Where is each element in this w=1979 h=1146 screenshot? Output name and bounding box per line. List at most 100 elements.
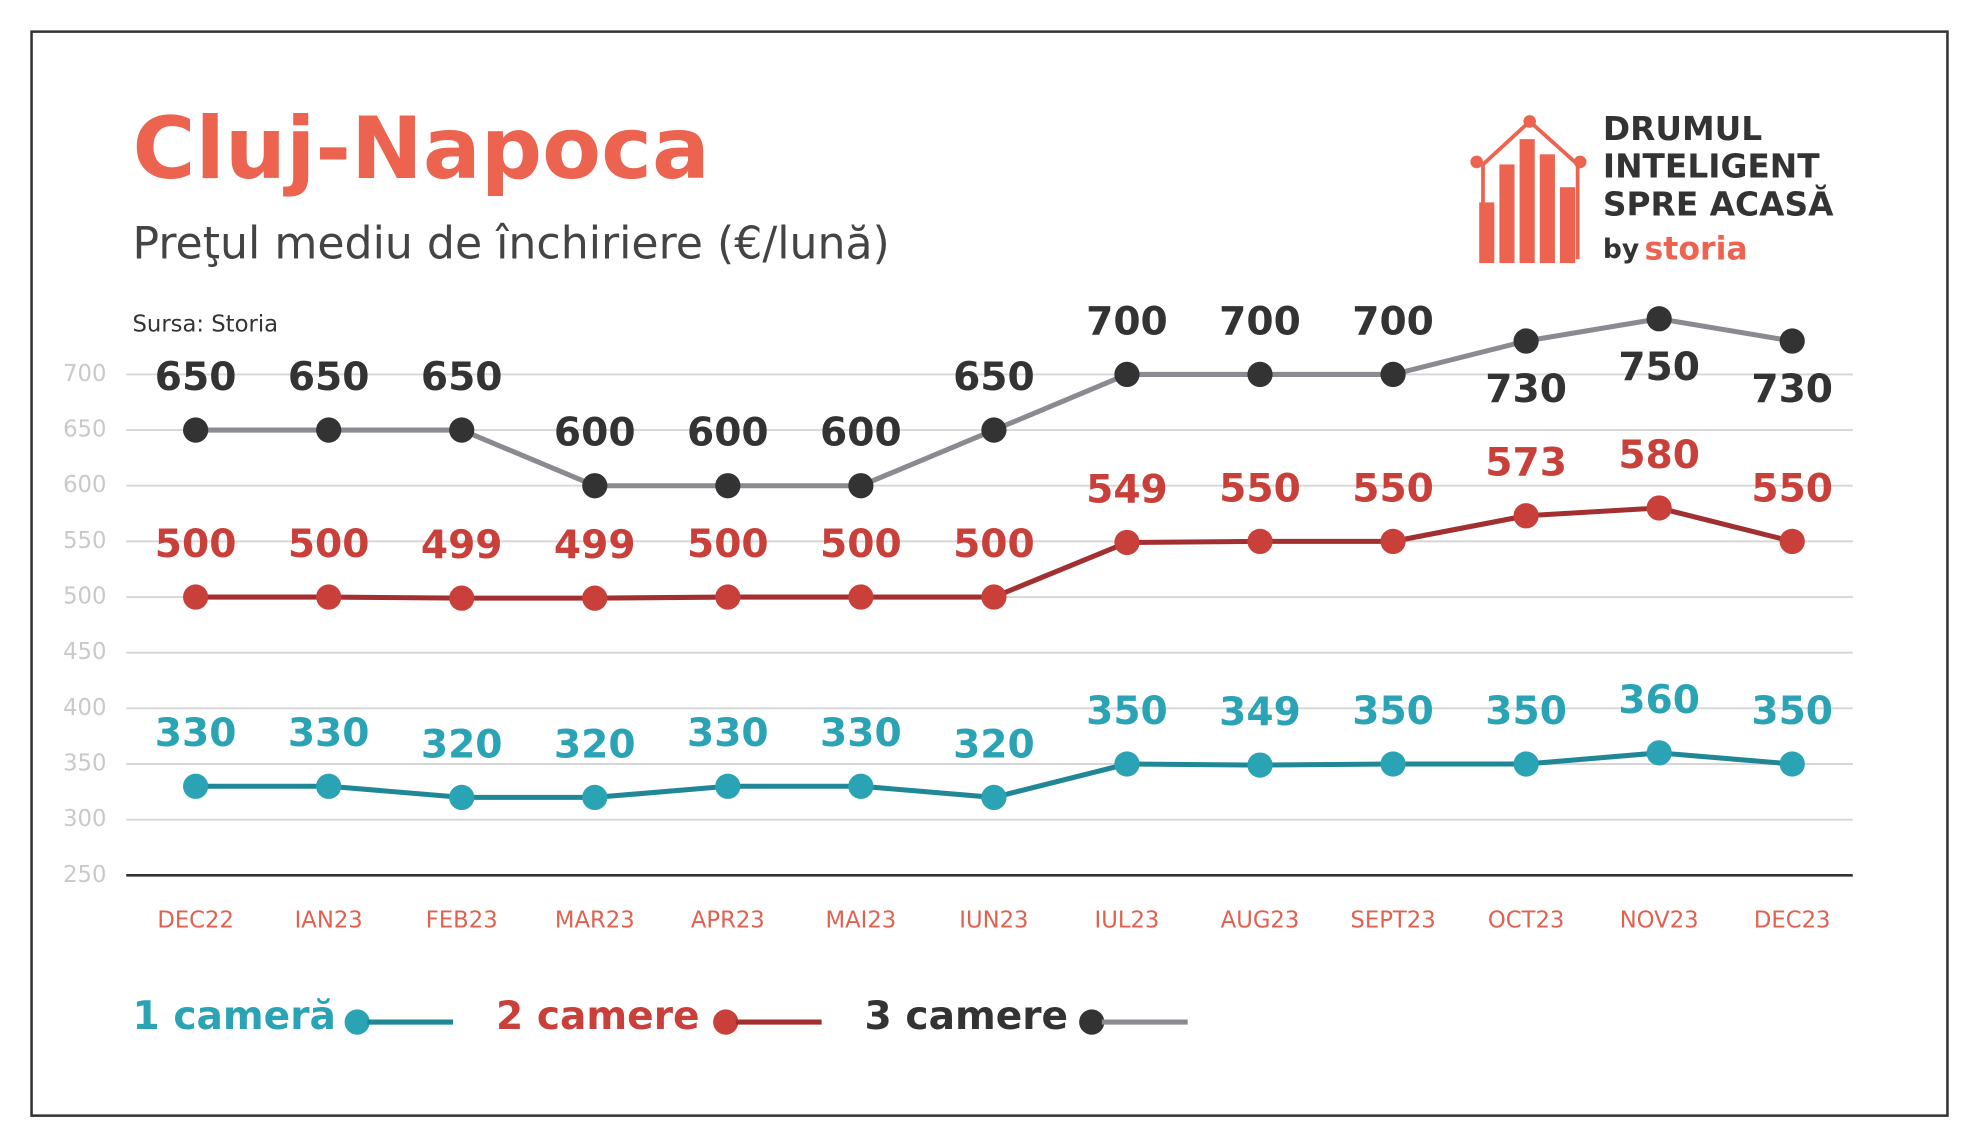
chart-title: Cluj-Napoca [133, 99, 710, 199]
data-label: 360 [1618, 678, 1700, 723]
legend-label: 1 cameră [133, 994, 336, 1039]
data-label: 500 [820, 522, 902, 567]
point [449, 585, 475, 611]
point [582, 473, 608, 499]
data-label: 650 [288, 355, 370, 400]
data-label: 600 [820, 411, 902, 456]
data-label: 499 [421, 523, 503, 568]
point [715, 473, 741, 499]
y-tick-label: 400 [63, 695, 106, 721]
y-tick-label: 350 [63, 750, 106, 776]
point [183, 417, 209, 443]
data-label: 650 [155, 355, 237, 400]
point [1380, 751, 1406, 777]
data-label: 700 [1352, 299, 1434, 344]
data-label: 700 [1219, 299, 1301, 344]
logo: DRUMUL INTELIGENT SPRE ACASĂ by storia [1470, 110, 1834, 267]
data-label: 350 [1086, 689, 1168, 734]
x-tick-label: DEC23 [1754, 907, 1831, 933]
y-tick-label: 600 [63, 472, 106, 498]
point [582, 784, 608, 811]
point [1513, 328, 1539, 354]
point [715, 773, 741, 799]
point [1646, 740, 1672, 766]
point [1380, 361, 1406, 388]
x-tick-label: NOV23 [1620, 907, 1699, 933]
point [449, 417, 475, 443]
data-label: 350 [1751, 689, 1833, 734]
data-label: 330 [288, 711, 370, 756]
y-tick-label: 550 [63, 528, 106, 554]
logo-text: SPRE ACASĂ [1603, 184, 1834, 224]
data-label: 349 [1219, 690, 1301, 735]
x-tick-label: IUL23 [1095, 907, 1160, 933]
data-label: 330 [155, 711, 237, 756]
legend-marker [344, 1009, 370, 1035]
data-label: 500 [953, 522, 1035, 567]
point [316, 584, 342, 610]
chart-subtitle: Preţul mediu de închiriere (€/lună) [133, 219, 890, 270]
x-tick-label: MAR23 [555, 907, 635, 933]
logo-bar [1559, 187, 1576, 264]
point [1247, 528, 1273, 555]
point [981, 784, 1007, 811]
legend-marker [1079, 1009, 1105, 1035]
logo-dot [1573, 155, 1587, 169]
data-label: 320 [953, 722, 1035, 767]
x-tick-label: MAI23 [826, 907, 897, 933]
legend-label: 3 camere [865, 994, 1069, 1039]
point [1779, 528, 1805, 555]
data-label: 700 [1086, 299, 1168, 344]
data-label: 550 [1219, 466, 1301, 511]
point [1247, 752, 1273, 778]
x-tick-label: DEC22 [157, 907, 234, 933]
data-label: 330 [687, 711, 769, 756]
data-label: 730 [1751, 367, 1833, 412]
logo-bar [1539, 154, 1555, 264]
point [1779, 328, 1805, 354]
data-label: 500 [155, 522, 237, 567]
point [316, 773, 342, 799]
point [183, 584, 209, 610]
data-label: 600 [687, 411, 769, 456]
data-label: 600 [554, 411, 636, 456]
data-label: 750 [1618, 345, 1700, 390]
legend-label: 2 camere [496, 994, 700, 1039]
logo-bar [1499, 164, 1515, 264]
point [183, 773, 209, 799]
logo-bar [1519, 139, 1535, 264]
point [848, 473, 874, 499]
data-label: 549 [1086, 467, 1168, 512]
point [1513, 503, 1539, 529]
data-label: 550 [1352, 466, 1434, 511]
data-label: 320 [554, 722, 636, 767]
point [1779, 751, 1805, 777]
point [1114, 361, 1140, 388]
data-label: 730 [1485, 367, 1567, 412]
point [582, 585, 608, 611]
point [1646, 306, 1672, 332]
data-label: 499 [554, 523, 636, 568]
source: Sursa: Storia [133, 312, 279, 338]
x-tick-label: FEB23 [426, 907, 498, 933]
logo-dot [1470, 155, 1483, 169]
point [848, 584, 874, 610]
x-tick-label: IUN23 [959, 907, 1028, 933]
logo-text: DRUMUL [1603, 110, 1762, 148]
point [449, 784, 475, 811]
point [1380, 528, 1406, 555]
x-tick-label: OCT23 [1488, 907, 1565, 933]
y-tick-label: 250 [63, 862, 106, 888]
y-tick-label: 300 [63, 806, 106, 832]
data-label: 320 [421, 722, 503, 767]
data-label: 650 [421, 355, 503, 400]
x-tick-label: IAN23 [295, 907, 363, 933]
data-label: 580 [1618, 433, 1700, 478]
point [981, 417, 1007, 443]
y-tick-label: 650 [63, 417, 106, 443]
logo-by: by [1603, 234, 1639, 265]
data-label: 330 [820, 711, 902, 756]
legend-marker [713, 1009, 739, 1035]
data-label: 550 [1751, 466, 1833, 511]
